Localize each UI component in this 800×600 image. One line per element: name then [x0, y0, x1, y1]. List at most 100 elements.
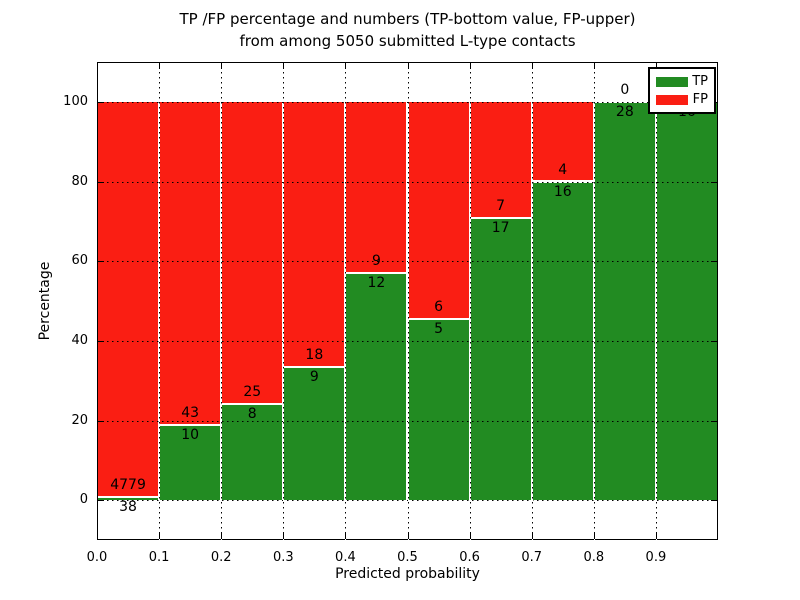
bar-label-fp: 0 [620, 81, 630, 98]
x-axis-label: Predicted probability [335, 566, 480, 582]
x-tick-label: 0.4 [335, 550, 356, 565]
bar-segment-tp [594, 101, 655, 501]
bar-label-tp: 28 [615, 103, 634, 120]
y-axis-tick-right [711, 420, 717, 422]
x-axis-tick-top [159, 63, 161, 69]
bar-segment-fp [284, 101, 345, 368]
bar-segment-fp [346, 101, 407, 273]
gridline-vertical [469, 62, 471, 540]
x-axis-tick [469, 533, 471, 539]
gridline-vertical [407, 62, 409, 540]
x-axis-tick [655, 533, 657, 539]
y-axis-tick-right [711, 181, 717, 183]
legend-label-fp: FP [692, 91, 708, 107]
x-tick-label: 0.0 [86, 550, 108, 565]
bar-segment-tp [346, 272, 407, 501]
y-axis-label: Percentage [37, 261, 53, 341]
y-tick-label: 60 [71, 253, 88, 269]
y-axis-tick [98, 420, 104, 422]
legend-swatch-tp [656, 76, 688, 87]
y-axis-tick [98, 181, 104, 183]
chart-title-line2: from among 5050 submitted L-type contact… [239, 32, 576, 50]
bar-segment-fp [408, 101, 469, 320]
y-tick-label: 40 [71, 332, 88, 348]
x-tick-label: 0.1 [148, 550, 170, 565]
chart-title-line1: TP /FP percentage and numbers (TP-bottom… [179, 10, 636, 28]
x-axis-tick-top [407, 63, 409, 69]
bar-segment-fp [532, 101, 593, 182]
bar-label-fp: 4779 [110, 477, 146, 494]
y-axis-tick-right [711, 500, 717, 502]
bar-segment-tp [160, 425, 221, 501]
gridline-vertical [283, 62, 285, 540]
gridline-vertical [221, 62, 223, 540]
x-tick-label: 0.9 [645, 550, 667, 565]
bar-segment-tp [284, 367, 345, 501]
x-tick-label: 0.7 [521, 550, 543, 565]
y-axis-tick [98, 500, 104, 502]
x-axis-tick [531, 533, 533, 539]
y-axis-tick [98, 261, 104, 263]
x-axis-tick-top [469, 63, 471, 69]
x-axis-tick-top [283, 63, 285, 69]
y-axis-tick [98, 340, 104, 342]
bar-label-fp: 4 [558, 161, 568, 178]
y-tick-label: 20 [71, 412, 88, 428]
y-axis-tick [98, 101, 104, 103]
legend: TP FP [648, 67, 716, 114]
x-axis-tick [221, 533, 223, 539]
x-axis-tick-top [345, 63, 347, 69]
legend-item-tp: TP [656, 73, 708, 89]
bar-label-tp: 12 [367, 274, 386, 291]
bar-segment-tp [470, 218, 531, 501]
bar-label-tp: 10 [181, 427, 200, 443]
bar-label-fp: 18 [305, 347, 324, 364]
x-tick-label: 0.3 [272, 550, 294, 565]
x-axis-tick-top [655, 63, 657, 69]
bar-segment-fp [160, 101, 221, 425]
bar-segment-tp [408, 319, 469, 501]
bar-label-tp: 9 [309, 369, 319, 386]
x-axis-tick-top [221, 63, 223, 69]
x-tick-label: 0.5 [397, 550, 418, 565]
bar-label-fp: 6 [434, 299, 444, 316]
x-tick-label: 0.2 [210, 550, 232, 565]
x-axis-tick [407, 533, 409, 539]
x-axis-tick [283, 533, 285, 539]
y-axis-tick-right [711, 340, 717, 342]
bar-label-fp: 7 [496, 198, 506, 214]
x-axis-tick-top [593, 63, 595, 69]
bar-segment-fp [470, 101, 531, 218]
gridline-vertical [159, 62, 161, 540]
gridline-vertical [345, 62, 347, 540]
bar-segment-tp [656, 101, 717, 501]
x-axis-tick [593, 533, 595, 539]
y-tick-label: 0 [79, 492, 88, 508]
bar-segment-tp [222, 403, 283, 501]
bar-segment-fp [222, 101, 283, 404]
x-tick-label: 0.8 [583, 550, 605, 565]
gridline-vertical [593, 62, 595, 540]
chart-title: TP /FP percentage and numbers (TP-bottom… [97, 8, 718, 52]
x-axis-tick [97, 533, 98, 539]
bar-label-fp: 9 [371, 252, 381, 269]
x-axis-tick [159, 533, 161, 539]
bar-label-tp: 38 [119, 499, 137, 516]
bar-label-tp: 5 [434, 321, 444, 338]
x-tick-label: 0.6 [459, 550, 480, 565]
x-axis-tick-top [97, 63, 98, 69]
y-tick-label: 100 [63, 93, 88, 109]
gridline-vertical [655, 62, 657, 540]
bar-label-fp: 25 [243, 383, 262, 400]
bar-label-fp: 43 [181, 405, 200, 421]
legend-item-fp: FP [656, 91, 708, 107]
bar-label-tp: 8 [247, 405, 257, 422]
y-axis-tick-right [711, 261, 717, 263]
y-tick-label: 80 [71, 173, 88, 189]
legend-swatch-fp [656, 94, 688, 105]
bar-label-tp: 17 [491, 220, 510, 236]
gridline-vertical [531, 62, 533, 540]
x-axis-tick-top [531, 63, 533, 69]
legend-label-tp: TP [692, 73, 708, 89]
